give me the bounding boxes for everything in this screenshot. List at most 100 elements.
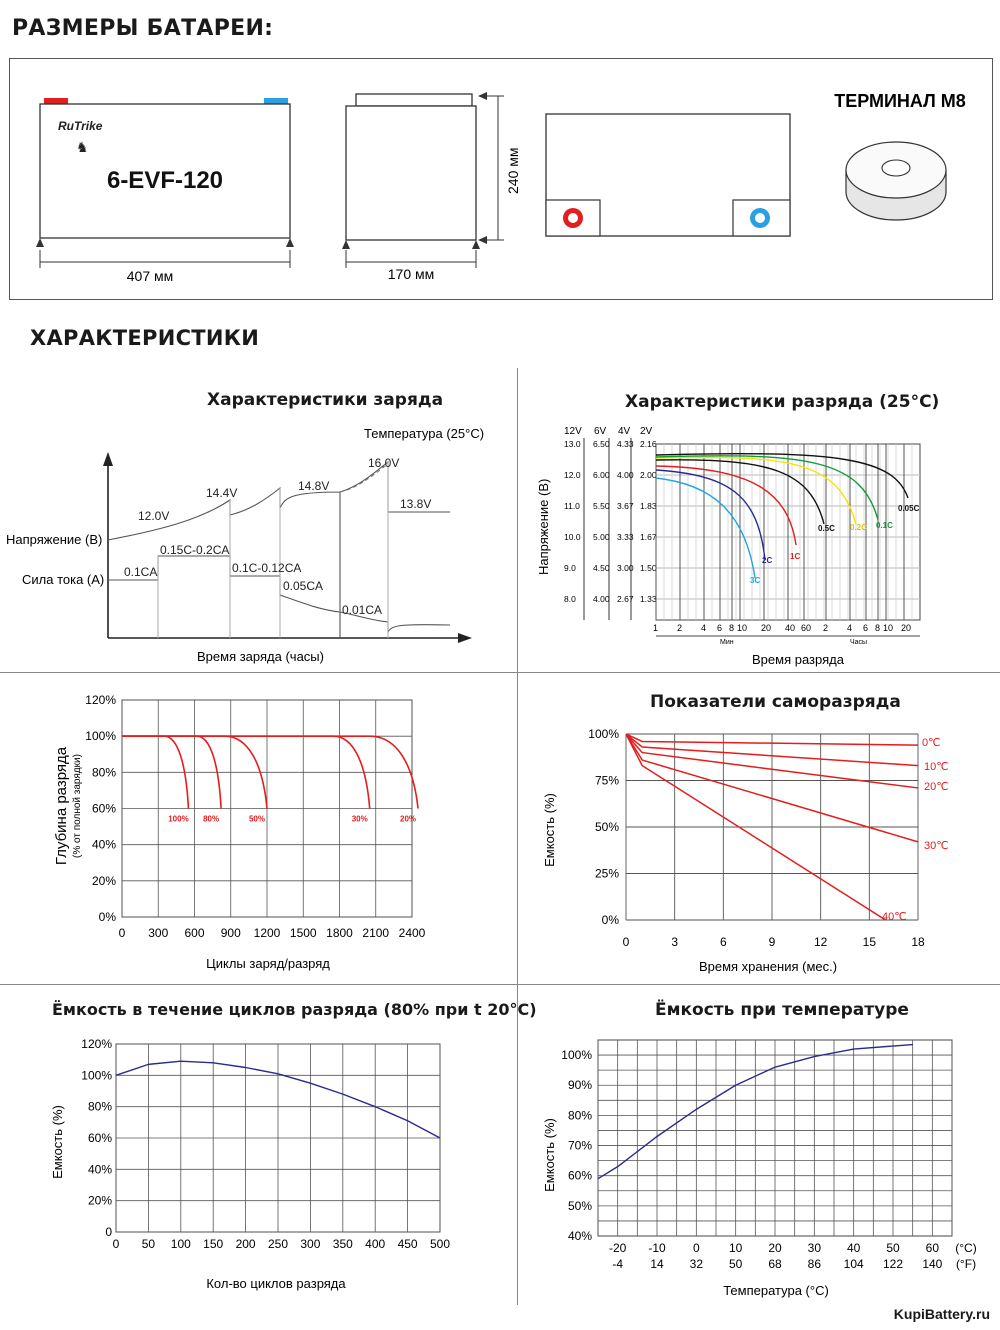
charge-xlabel: Время заряда (часы) <box>197 649 324 664</box>
discharge-series-2C <box>655 469 766 561</box>
capcyc-ytick: 40% <box>88 1162 112 1176</box>
discharge-series-0.1C <box>655 455 879 521</box>
i-label-1: 0.1CA <box>124 565 157 579</box>
cycles-ytick: 80% <box>92 765 116 779</box>
discharge-xtick: 20 <box>761 623 771 633</box>
self-series-20℃ <box>625 733 919 789</box>
capcyc-xtick: 350 <box>333 1237 353 1251</box>
cycles-xtick: 1800 <box>326 926 353 940</box>
cycles-xtick: 2100 <box>362 926 389 940</box>
capcyc-line <box>115 1060 441 1139</box>
discharge-xtick: 6 <box>717 623 722 633</box>
i-label-2: 0.15C-0.2CA <box>160 543 229 557</box>
dimensions-panel <box>9 58 993 300</box>
discharge-tick: 10.0 <box>564 532 581 542</box>
self-ytick: 0% <box>602 913 620 927</box>
cycles-series-label: 100% <box>168 815 188 824</box>
v-label-5: 13.8V <box>400 497 431 511</box>
discharge-tick: 5.50 <box>593 501 610 511</box>
unit-hours: Часы <box>850 639 867 646</box>
v-label-1: 12.0V <box>138 509 169 523</box>
discharge-tick: 11.0 <box>564 501 580 511</box>
charge-chart-title: Характеристики заряда <box>207 390 444 410</box>
captemp-xtick-c: (°C) <box>955 1241 976 1255</box>
captemp-xtick-c: 30 <box>808 1241 822 1255</box>
capcyc-ytick: 20% <box>88 1194 112 1208</box>
cycles-xlabel: Циклы заряд/разряд <box>206 956 330 971</box>
captemp-xtick-c: 0 <box>693 1241 700 1255</box>
cycles-xtick: 1200 <box>254 926 281 940</box>
discharge-series-label: 1C <box>790 552 800 561</box>
captemp-xtick-c: 40 <box>847 1241 861 1255</box>
captemp-xtick-c: 20 <box>768 1241 782 1255</box>
cycles-series-label: 80% <box>203 815 219 824</box>
self-xtick: 18 <box>911 935 925 949</box>
discharge-xtick: 6 <box>863 623 868 633</box>
discharge-tick: 1.50 <box>640 563 657 573</box>
cycles-ylabel: Глубина разряда <box>53 746 70 865</box>
discharge-chart-title: Характеристики разряда (25°C) <box>625 392 940 412</box>
discharge-tick: 5.00 <box>593 532 610 542</box>
discharge-tick: 4.50 <box>593 563 610 573</box>
discharge-xtick: 60 <box>801 623 811 633</box>
cycle-life-chart: Глубина разряда (% от полной зарядки) Ци… <box>53 693 426 971</box>
self-xtick: 3 <box>671 935 678 949</box>
self-ytick: 25% <box>595 867 619 881</box>
discharge-series-label: 0.05C <box>898 504 920 513</box>
captemp-xtick-c: -20 <box>609 1241 627 1255</box>
brand-logo: RuTrike <box>58 119 103 133</box>
captemp-line <box>597 1043 913 1180</box>
captemp-xlabel: Температура (°C) <box>723 1283 829 1298</box>
capcyc-xlabel: Кол-во циклов разряда <box>206 1276 346 1291</box>
captemp-ytick: 90% <box>568 1078 592 1092</box>
capcyc-xtick: 100 <box>171 1237 191 1251</box>
self-series-label: 40℃ <box>882 911 907 923</box>
cycles-xtick: 1500 <box>290 926 317 940</box>
discharge-chart: Напряжение (В) Время разряда 12V 6V 4V 2… <box>536 426 921 667</box>
captemp-ytick: 40% <box>568 1229 592 1243</box>
discharge-xtick: 10 <box>883 623 893 633</box>
capcyc-xtick: 450 <box>398 1237 418 1251</box>
discharge-tick: 1.67 <box>640 532 657 542</box>
self-series-label: 20℃ <box>924 781 949 793</box>
cap-temp-chart: Емкость (%) Температура (°C) 100% 90% 80% 7… <box>542 1039 977 1298</box>
charge-ylabel-current: Сила тока (А) <box>22 572 104 587</box>
i-label-3: 0.1C-0.12CA <box>232 561 301 575</box>
i-label-4: 0.05CA <box>283 579 323 593</box>
captemp-xtick-c: 60 <box>926 1241 940 1255</box>
discharge-series-label: 2C <box>762 556 772 565</box>
discharge-xtick: 20 <box>901 623 911 633</box>
cap-temp-title: Ёмкость при температуре <box>655 1000 909 1020</box>
discharge-xtick: 10 <box>737 623 747 633</box>
discharge-series-label: 3C <box>750 576 760 585</box>
cycles-xtick: 2400 <box>399 926 426 940</box>
battery-side-view: 170 мм 240 мм <box>342 92 521 282</box>
capcyc-ytick: 100% <box>81 1068 112 1082</box>
discharge-series-label: 0.5C <box>818 524 835 533</box>
discharge-xtick: 8 <box>729 623 734 633</box>
self-ytick: 50% <box>595 820 619 834</box>
cycles-series-label: 20% <box>400 815 416 824</box>
captemp-xtick-f: -4 <box>612 1257 623 1271</box>
width-label: 170 мм <box>388 266 435 282</box>
captemp-xtick-c: 10 <box>729 1241 743 1255</box>
discharge-tick: 2.16 <box>640 439 657 449</box>
discharge-series-0.05C <box>655 452 909 499</box>
discharge-tick: 4.00 <box>617 470 634 480</box>
discharge-tick: 3.33 <box>617 532 634 542</box>
captemp-ytick: 60% <box>568 1169 592 1183</box>
captemp-xtick-f: 50 <box>729 1257 743 1271</box>
self-ytick: 100% <box>588 727 619 741</box>
self-xtick: 12 <box>814 935 828 949</box>
discharge-xtick: 40 <box>785 623 795 633</box>
svg-text:4V: 4V <box>618 426 631 437</box>
discharge-tick: 8.0 <box>564 594 576 604</box>
grid-separator <box>0 672 1000 673</box>
discharge-tick: 2.67 <box>617 594 634 604</box>
v-label-3: 14.8V <box>298 479 329 493</box>
battery-top-view <box>545 113 791 237</box>
cycles-ytick: 60% <box>92 802 116 816</box>
battery-drawings: RuTrike ♞ 6-EVF-120 407 мм 170 мм 240 мм <box>36 91 966 284</box>
captemp-xtick-f: 122 <box>883 1257 903 1271</box>
discharge-tick: 4.33 <box>617 439 634 449</box>
